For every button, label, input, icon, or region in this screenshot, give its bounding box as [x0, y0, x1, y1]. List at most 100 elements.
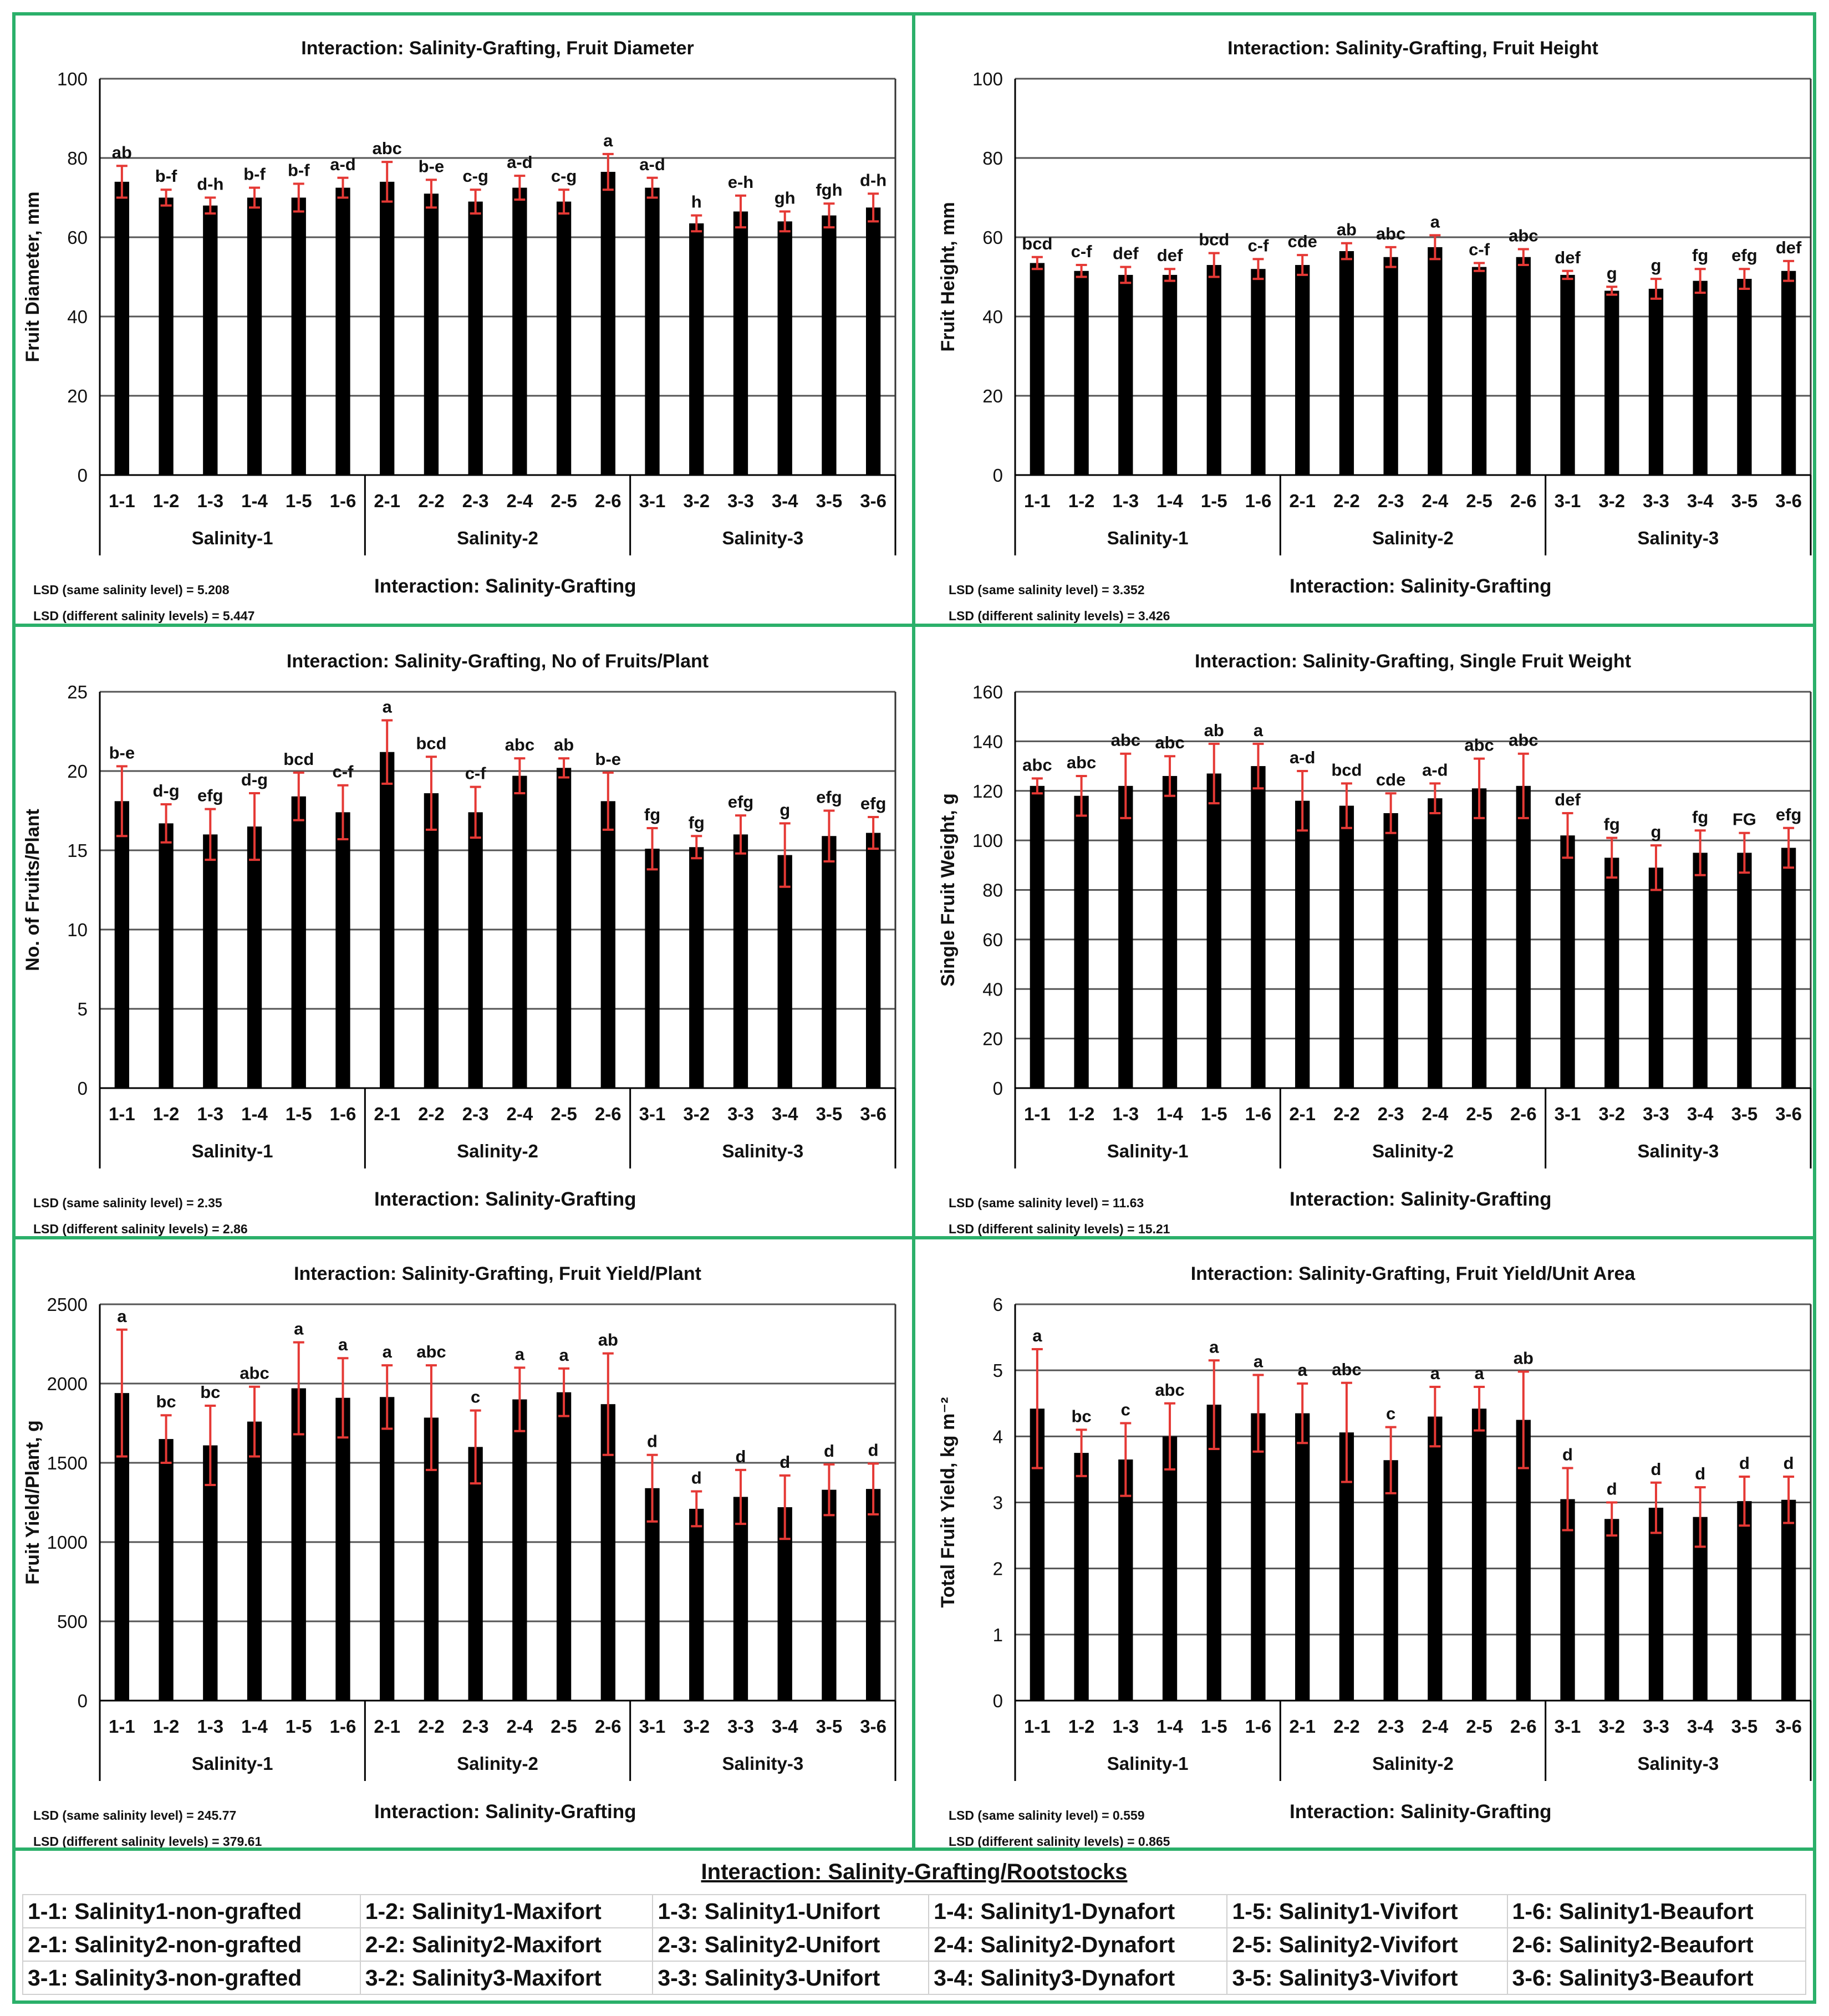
x-tick-label: 2-2 — [1333, 1716, 1360, 1737]
y-axis-label: Total Fruit Yield, kg m⁻² — [938, 1397, 959, 1607]
bar — [1030, 785, 1045, 1088]
significance-label: abc — [1155, 733, 1184, 752]
y-tick-label: 100 — [972, 69, 1003, 89]
significance-label: a — [1430, 1364, 1440, 1383]
significance-label: d — [868, 1440, 879, 1459]
y-tick-label: 100 — [972, 830, 1003, 851]
bar — [335, 187, 350, 475]
significance-label: a — [117, 1306, 127, 1326]
y-tick-label: 0 — [78, 1691, 88, 1711]
bar — [1383, 1460, 1398, 1701]
significance-label: a-d — [1290, 748, 1316, 767]
significance-label: d-g — [152, 781, 179, 800]
x-tick-label: 1-1 — [1024, 491, 1051, 511]
x-tick-label: 2-4 — [1422, 1716, 1449, 1737]
bar — [777, 221, 792, 475]
legend-cell: 3-1: Salinity3-non-grafted — [22, 1961, 361, 1995]
significance-label: a — [338, 1335, 348, 1354]
lsd-same-note: LSD (same salinity level) = 245.77 — [33, 1808, 236, 1823]
significance-label: efg — [816, 788, 842, 807]
lsd-different-note: LSD (different salinity levels) = 2.86 — [33, 1222, 248, 1236]
legend-cell: 3-6: Salinity3-Beaufort — [1506, 1961, 1807, 1995]
bar — [291, 796, 306, 1088]
significance-label: efg — [197, 786, 223, 805]
x-tick-label: 3-1 — [639, 491, 666, 511]
significance-label: ab — [554, 735, 574, 754]
significance-label: abc — [1509, 226, 1538, 245]
bar — [1118, 785, 1133, 1088]
bar — [865, 833, 881, 1088]
bar — [291, 197, 306, 475]
bar — [1516, 257, 1531, 475]
significance-label: abc — [372, 139, 401, 158]
x-tick-label: 1-4 — [1157, 491, 1183, 511]
chart-yield-per-area: Interaction: Salinity-Grafting, Fruit Yi… — [938, 1263, 1812, 1849]
chart-fruits-per-plant: Interaction: Salinity-Grafting, No of Fr… — [22, 651, 896, 1236]
bar — [556, 768, 572, 1088]
x-tick-label: 3-3 — [1643, 1716, 1669, 1737]
chart-title: Interaction: Salinity-Grafting, Fruit He… — [1227, 38, 1598, 59]
y-tick-label: 6 — [993, 1294, 1003, 1315]
bar — [159, 197, 174, 475]
significance-label: d — [824, 1441, 834, 1461]
bar — [1339, 805, 1354, 1088]
bar — [247, 1421, 262, 1701]
bar — [1251, 766, 1266, 1088]
legend-cell: 2-6: Salinity2-Beaufort — [1506, 1927, 1807, 1962]
bar — [159, 823, 174, 1088]
lsd-different-note: LSD (different salinity levels) = 3.426 — [949, 609, 1170, 623]
y-tick-label: 3 — [993, 1493, 1003, 1513]
y-tick-label: 60 — [982, 227, 1003, 248]
bar — [689, 1508, 704, 1701]
bar — [733, 1497, 748, 1701]
bar — [1604, 858, 1619, 1088]
bar — [777, 855, 792, 1088]
y-axis-label: Fruit Yield/Plant, g — [22, 1420, 43, 1585]
x-tick-label: 1-4 — [1157, 1104, 1183, 1124]
significance-label: ab — [598, 1330, 618, 1350]
grid-divider-vertical — [912, 12, 915, 1851]
x-tick-label: 2-4 — [507, 491, 533, 511]
significance-label: fg — [644, 805, 660, 824]
x-tick-label: 1-1 — [109, 491, 135, 511]
bar — [1781, 270, 1796, 475]
bar — [1295, 265, 1310, 475]
significance-label: d — [1607, 1479, 1617, 1499]
legend-cell: 1-6: Salinity1-Beaufort — [1506, 1894, 1807, 1928]
y-tick-label: 1500 — [47, 1453, 88, 1473]
chart-title: Interaction: Salinity-Grafting, No of Fr… — [287, 651, 709, 672]
legend-cell: 2-1: Salinity2-non-grafted — [22, 1927, 361, 1962]
x-tick-label: 1-2 — [1068, 1716, 1095, 1737]
y-tick-label: 4 — [993, 1426, 1003, 1447]
bar — [203, 205, 218, 475]
legend-cell: 2-5: Salinity2-Vivifort — [1226, 1927, 1508, 1962]
significance-label: d — [691, 1468, 702, 1487]
bar — [468, 812, 483, 1088]
significance-label: a-d — [330, 155, 356, 174]
bar — [1648, 288, 1664, 475]
group-label: Salinity-1 — [192, 1753, 273, 1774]
x-tick-label: 3-6 — [1775, 1716, 1802, 1737]
x-tick-label: 3-6 — [860, 1104, 887, 1124]
significance-label: c-f — [1469, 239, 1490, 259]
x-axis-label: Interaction: Salinity-Grafting — [1290, 1801, 1552, 1823]
y-tick-label: 80 — [67, 148, 88, 169]
y-axis-label: Fruit Diameter, mm — [22, 192, 43, 363]
x-tick-label: 3-4 — [772, 1104, 798, 1124]
lsd-same-note: LSD (same salinity level) = 0.559 — [949, 1808, 1145, 1823]
group-label: Salinity-3 — [1637, 528, 1719, 548]
bar — [1295, 1413, 1310, 1701]
bar — [1737, 279, 1752, 475]
chart-fruit-diameter: Interaction: Salinity-Grafting, Fruit Di… — [22, 38, 896, 623]
bar — [1737, 853, 1752, 1088]
y-tick-label: 5 — [78, 999, 88, 1019]
significance-label: bc — [200, 1382, 220, 1402]
bar — [1295, 800, 1310, 1088]
bar — [512, 187, 527, 475]
y-tick-label: 100 — [57, 69, 88, 89]
significance-label: a — [1298, 1360, 1308, 1380]
bar — [114, 181, 130, 475]
x-tick-label: 3-6 — [1775, 1104, 1802, 1124]
significance-label: b-f — [243, 165, 266, 184]
bar — [1428, 798, 1443, 1088]
